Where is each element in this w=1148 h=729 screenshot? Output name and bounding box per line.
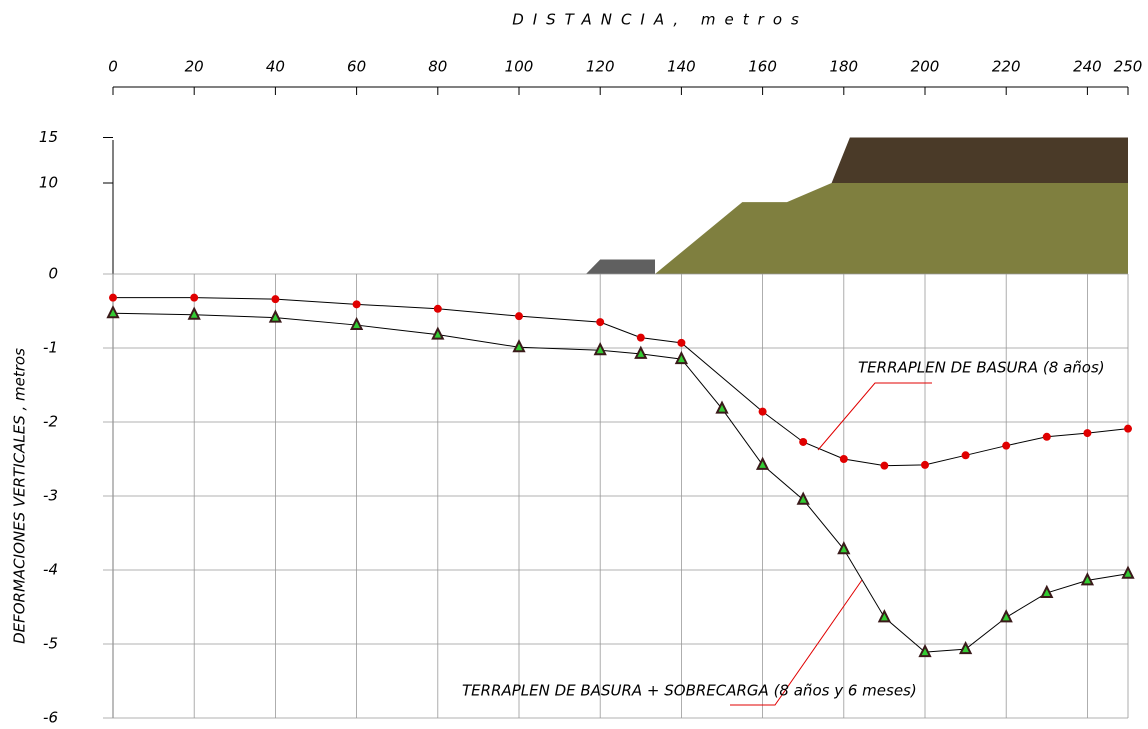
series-label: TERRAPLEN DE BASURA (8 años) [858, 359, 1105, 377]
point [636, 333, 645, 342]
x-tick-label: 220 [992, 58, 1021, 76]
y-axis-label: DEFORMACIONES VERTICALES , metros [11, 348, 29, 644]
y-tick-label: -1 [43, 339, 58, 357]
x-tick-label: 200 [911, 58, 940, 76]
point [1124, 424, 1132, 433]
profile-shape [655, 183, 1128, 274]
point [190, 293, 199, 302]
x-tick-label: 100 [505, 58, 534, 76]
profile-shape [585, 259, 656, 274]
point [961, 451, 970, 460]
y-tick-label: 10 [39, 174, 58, 192]
y-tick-label: -5 [43, 635, 58, 653]
point [1080, 572, 1095, 586]
point [755, 456, 770, 470]
y-tick-label: -2 [43, 413, 58, 431]
x-tick-label: 60 [347, 58, 366, 76]
y-tick-label: 0 [48, 265, 58, 283]
x-tick-label: 80 [428, 58, 447, 76]
point [515, 312, 523, 321]
point [433, 304, 442, 313]
y-tick-label: 15 [39, 128, 58, 146]
point [758, 407, 767, 416]
x-tick-label: 120 [586, 58, 615, 76]
point [596, 318, 605, 327]
point [1121, 565, 1135, 579]
point [109, 293, 117, 302]
x-tick-label: 140 [667, 58, 696, 76]
point [271, 295, 280, 304]
leader-line [817, 382, 932, 451]
point [918, 643, 932, 658]
point [796, 491, 810, 505]
point [837, 541, 851, 555]
series-line [112, 312, 1129, 653]
point [187, 306, 201, 320]
point [877, 609, 892, 623]
x-tick-label: 240 [1073, 58, 1102, 76]
point [593, 341, 607, 356]
point [715, 400, 729, 414]
chart-title: DISTANCIA, metros [512, 11, 808, 29]
point [634, 345, 648, 359]
y-tick-label: -3 [43, 487, 58, 505]
x-tick-label: 160 [748, 58, 777, 76]
point [1002, 441, 1011, 450]
profile-shape [831, 137, 1128, 183]
point [1083, 429, 1092, 438]
series-label: TERRAPLEN DE BASURA + SOBRECARGA (8 años… [462, 682, 917, 700]
y-tick-label: -4 [43, 561, 58, 579]
series-line [113, 297, 1129, 467]
point [674, 350, 689, 365]
x-tick-label: 0 [108, 58, 118, 76]
point [352, 300, 361, 309]
point [349, 316, 364, 331]
point [431, 326, 445, 340]
x-tick-label: 250 [1114, 58, 1143, 76]
point [880, 461, 889, 470]
point [999, 609, 1013, 623]
point [677, 338, 686, 347]
point [839, 455, 848, 463]
point [1042, 432, 1051, 441]
x-tick-label: 40 [266, 58, 285, 76]
point [799, 437, 808, 446]
point [958, 640, 973, 655]
point [921, 460, 929, 469]
point [106, 304, 120, 319]
point [1040, 584, 1054, 598]
leader-line [730, 579, 863, 706]
x-tick-label: 180 [829, 58, 858, 76]
point [268, 309, 283, 323]
x-tick-label: 20 [185, 58, 204, 76]
y-tick-label: -6 [43, 709, 58, 726]
point [512, 339, 526, 353]
